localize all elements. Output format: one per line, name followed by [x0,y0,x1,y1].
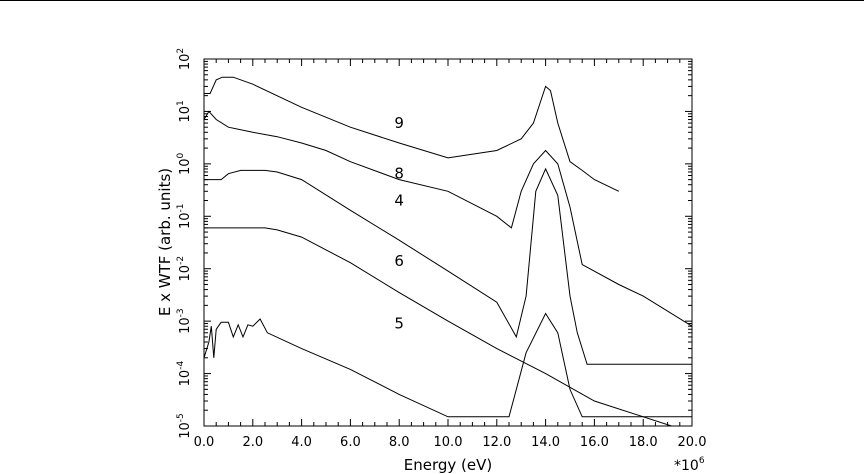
y-tick-label: 102 [176,48,193,70]
x-axis-title: Energy (eV) [404,456,492,474]
y-tick-base: 10 [178,158,193,175]
plot-frame [203,58,693,427]
y-tick-exp: -3 [176,308,186,317]
curve-4 [204,167,692,365]
tick-marks [203,58,693,427]
y-tick-label: 100 [176,152,193,175]
x-tick-label: 4.0 [291,435,312,450]
y-tick-exp: -1 [176,204,186,213]
y-tick-label: 10-2 [176,256,193,282]
x-tick-label: 2.0 [242,435,263,450]
y-tick-base: 10 [178,422,193,439]
x-tick-labels: 0.0 2.0 4.0 6.0 8.0 10.0 12.0 14.0 16.0 18.0 20.0 [194,435,707,450]
y-tick-exp: 1 [176,100,186,106]
curve-5 [204,312,692,418]
y-tick-exp: 2 [176,48,186,54]
y-tick-exp: -5 [176,413,186,422]
y-tick-base: 10 [178,213,193,230]
x-tick-label: 8.0 [389,435,410,450]
y-tick-label: 101 [176,100,193,122]
y-tick-label: 10-4 [176,361,193,387]
y-tick-base: 10 [178,317,193,334]
y-tick-label: 10-5 [176,413,193,439]
x-multiplier: *106 [674,456,705,474]
x-tick-label: 6.0 [340,435,361,450]
x-tick-label: 0.0 [194,435,215,450]
curve-9 [204,76,620,192]
y-tick-base: 10 [178,106,193,123]
x-multiplier-base: *10 [674,458,699,474]
y-axis-title: E x WTF (arb. units) [156,168,174,316]
y-tick-exp: -4 [176,361,186,370]
curve-label-6: 6 [394,252,404,270]
y-tick-label: 10-1 [176,204,193,230]
curve-6 [204,227,674,426]
curve-label-4: 4 [394,192,404,210]
x-tick-label: 14.0 [531,435,560,450]
x-tick-label: 10.0 [434,435,463,450]
y-tick-exp: 0 [176,152,186,158]
curve-label-8: 8 [394,165,404,183]
top-rule [0,0,864,1]
y-tick-base: 10 [178,265,193,282]
x-tick-label: 20.0 [678,435,707,450]
x-multiplier-exp: 6 [699,456,705,466]
y-tick-exp: -2 [176,256,186,265]
curve-8 [204,110,692,327]
x-tick-label: 16.0 [580,435,609,450]
y-tick-base: 10 [178,370,193,387]
curves [204,76,692,426]
y-tick-label: 10-3 [176,308,193,334]
curve-labels: 9 8 4 6 5 [394,114,404,332]
curve-label-5: 5 [394,315,404,333]
y-tick-base: 10 [178,54,193,71]
curve-label-9: 9 [394,114,404,132]
x-tick-label: 18.0 [629,435,658,450]
x-tick-label: 12.0 [482,435,511,450]
